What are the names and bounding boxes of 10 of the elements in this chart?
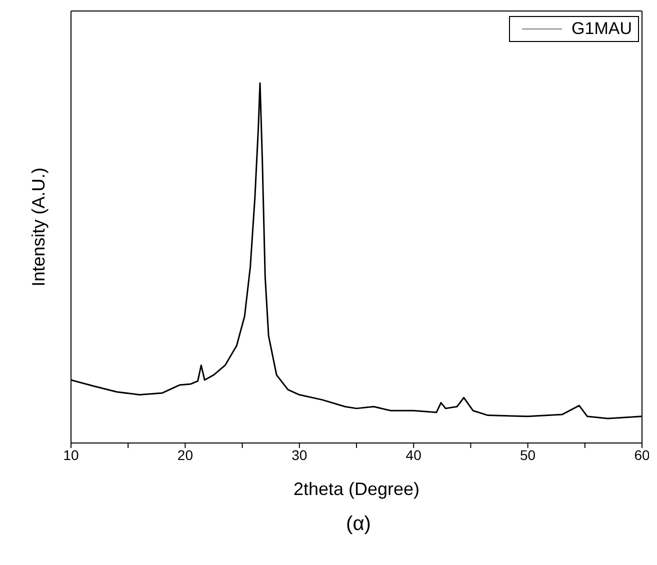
text: (α) bbox=[345, 513, 372, 536]
x-tick-label: 60 bbox=[634, 446, 650, 463]
x-tick-label: 40 bbox=[406, 446, 422, 463]
x-tick-label: 50 bbox=[520, 446, 536, 463]
x-tick-label: 30 bbox=[292, 446, 308, 463]
legend-label: G1MAU bbox=[572, 19, 632, 39]
x-tick-label: 10 bbox=[63, 446, 79, 463]
x-axis-title: 2theta (Degree) bbox=[293, 479, 420, 499]
y-axis-title: Intensity (A.U.) bbox=[28, 167, 48, 287]
x-tick-label: 20 bbox=[177, 446, 194, 463]
